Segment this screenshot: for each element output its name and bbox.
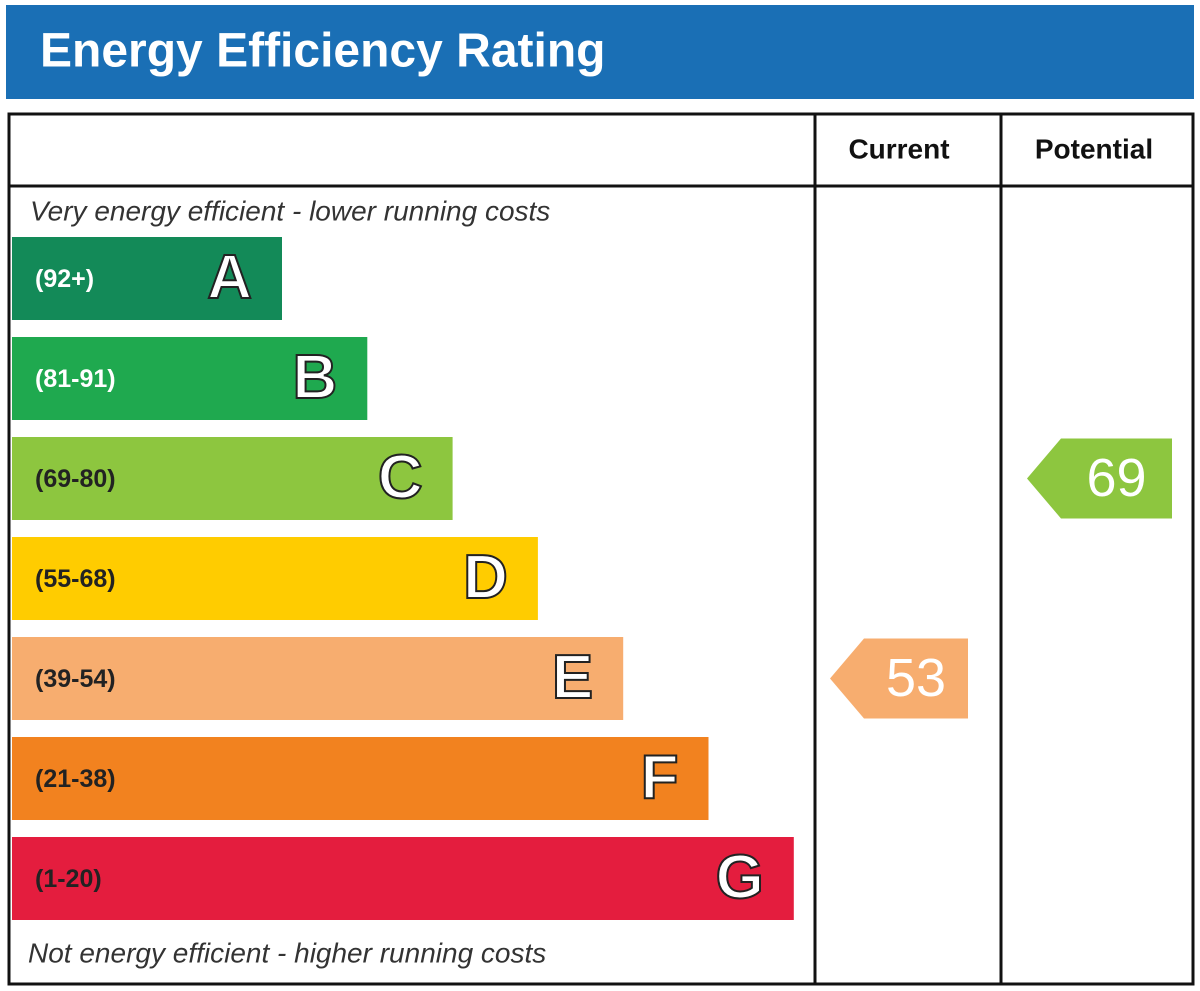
potential-header: Potential xyxy=(1035,133,1153,164)
current-value: 53 xyxy=(886,648,946,708)
potential-value: 69 xyxy=(1086,448,1146,508)
band-bar xyxy=(12,537,538,620)
title: Energy Efficiency Rating xyxy=(40,25,605,78)
band-range: (69-80) xyxy=(35,465,116,493)
title-bar xyxy=(6,5,1194,99)
band-range: (81-91) xyxy=(35,365,116,393)
band-letter: F xyxy=(641,743,679,812)
band-range: (55-68) xyxy=(35,565,116,593)
band-bar xyxy=(12,837,794,920)
band-bar xyxy=(12,637,624,720)
current-header: Current xyxy=(848,133,949,164)
band-letter: G xyxy=(716,843,764,912)
current-arrow xyxy=(830,638,968,719)
band-letter: A xyxy=(207,243,252,312)
band-bar xyxy=(12,337,368,420)
band-range: (21-38) xyxy=(35,765,116,793)
band-bar xyxy=(12,437,453,520)
top-note: Very energy efficient - lower running co… xyxy=(30,195,550,226)
band-letter: D xyxy=(463,543,508,612)
band-letter: B xyxy=(293,343,338,412)
band-range: (39-54) xyxy=(35,665,116,693)
bottom-note: Not energy efficient - higher running co… xyxy=(28,937,546,968)
band-range: (1-20) xyxy=(35,865,102,893)
band-bar xyxy=(12,737,709,820)
table-border xyxy=(7,112,1195,986)
band-letter: E xyxy=(552,643,593,712)
band-letter: C xyxy=(378,443,423,512)
band-range: (92+) xyxy=(35,265,94,293)
potential-arrow xyxy=(1027,438,1172,519)
band-bar xyxy=(12,237,282,320)
